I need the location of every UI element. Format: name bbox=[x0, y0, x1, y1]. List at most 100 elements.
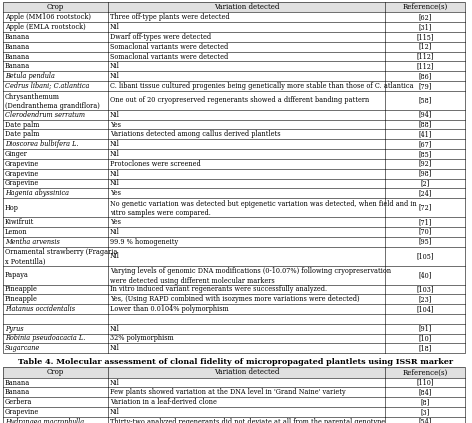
Text: [58]: [58] bbox=[418, 96, 432, 104]
Text: Thirty-two analyzed regenerants did not deviate at all from the parental genotyp: Thirty-two analyzed regenerants did not … bbox=[110, 418, 387, 423]
Text: [62]: [62] bbox=[418, 14, 432, 22]
Text: Crop: Crop bbox=[47, 368, 64, 376]
Text: Papaya: Papaya bbox=[5, 271, 29, 279]
Text: [105]: [105] bbox=[416, 252, 434, 260]
Text: Nil: Nil bbox=[110, 179, 120, 187]
Text: Protoclones were screened: Protoclones were screened bbox=[110, 160, 201, 168]
Text: Sugarcane: Sugarcane bbox=[5, 344, 40, 352]
Text: Variation in a leaf-derived clone: Variation in a leaf-derived clone bbox=[110, 398, 217, 406]
Text: Gerbera: Gerbera bbox=[5, 398, 33, 406]
Text: Nil: Nil bbox=[110, 170, 120, 178]
Text: Nil: Nil bbox=[110, 72, 120, 80]
Text: Pineapple: Pineapple bbox=[5, 295, 38, 303]
Text: [72]: [72] bbox=[418, 203, 432, 212]
Text: Nil: Nil bbox=[110, 23, 120, 31]
Text: [23]: [23] bbox=[418, 295, 432, 303]
Text: Chrysanthemum: Chrysanthemum bbox=[5, 93, 60, 101]
Text: (Dendranthema grandiflora): (Dendranthema grandiflora) bbox=[5, 102, 100, 110]
Text: Nil: Nil bbox=[110, 252, 120, 260]
Text: Kiwifruit: Kiwifruit bbox=[5, 218, 34, 226]
Text: Hagenia abyssinica: Hagenia abyssinica bbox=[5, 189, 69, 197]
Text: Banana: Banana bbox=[5, 33, 30, 41]
Text: Banana: Banana bbox=[5, 52, 30, 60]
Text: Pineapple: Pineapple bbox=[5, 286, 38, 294]
Text: [112]: [112] bbox=[416, 63, 434, 70]
Text: [84]: [84] bbox=[418, 388, 432, 396]
Bar bbox=[3, 367, 465, 423]
Text: Nil: Nil bbox=[110, 150, 120, 158]
Text: Nil: Nil bbox=[110, 344, 120, 352]
Text: [79]: [79] bbox=[418, 82, 432, 90]
Text: x Potentilla): x Potentilla) bbox=[5, 258, 45, 266]
Text: [85]: [85] bbox=[418, 150, 432, 158]
Text: [112]: [112] bbox=[416, 52, 434, 60]
Text: Variation detected: Variation detected bbox=[214, 3, 279, 11]
Text: Table 4. Molecular assessment of clonal fidelity of micropropagated plantlets us: Table 4. Molecular assessment of clonal … bbox=[18, 358, 454, 366]
Text: [86]: [86] bbox=[418, 72, 432, 80]
Text: Banana: Banana bbox=[5, 388, 30, 396]
Text: Three off-type plants were detected: Three off-type plants were detected bbox=[110, 14, 229, 22]
Text: Variations detected among callus derived plantlets: Variations detected among callus derived… bbox=[110, 130, 281, 138]
Text: 32% polymorphism: 32% polymorphism bbox=[110, 335, 174, 342]
Text: Nil: Nil bbox=[110, 324, 120, 332]
Text: [24]: [24] bbox=[418, 189, 432, 197]
Text: Banana: Banana bbox=[5, 63, 30, 70]
Text: Grapevine: Grapevine bbox=[5, 408, 39, 416]
Text: No genetic variation was detected but epigenetic variation was detected, when fi: No genetic variation was detected but ep… bbox=[110, 200, 417, 208]
Text: Yes, (Using RAPD combined with isozymes more variations were detected): Yes, (Using RAPD combined with isozymes … bbox=[110, 295, 360, 303]
Text: Lower than 0.0104% polymorphism: Lower than 0.0104% polymorphism bbox=[110, 305, 229, 313]
Text: [98]: [98] bbox=[418, 170, 432, 178]
Bar bbox=[3, 2, 465, 353]
Text: [8]: [8] bbox=[421, 398, 430, 406]
Text: [88]: [88] bbox=[418, 121, 432, 129]
Text: [110]: [110] bbox=[416, 379, 434, 387]
Text: [71]: [71] bbox=[418, 218, 432, 226]
Text: Hop: Hop bbox=[5, 203, 19, 212]
Text: In vitro induced variant regenerants were successfully analyzed.: In vitro induced variant regenerants wer… bbox=[110, 286, 327, 294]
Text: Yes: Yes bbox=[110, 189, 121, 197]
Text: Platanus occidentalis: Platanus occidentalis bbox=[5, 305, 75, 313]
Text: [95]: [95] bbox=[418, 238, 432, 246]
Text: 99.9 % homogeneity: 99.9 % homogeneity bbox=[110, 238, 178, 246]
Text: Dioscorea bulbifera L.: Dioscorea bulbifera L. bbox=[5, 140, 79, 148]
Text: Nil: Nil bbox=[110, 379, 120, 387]
Text: [54]: [54] bbox=[418, 418, 432, 423]
Text: Yes: Yes bbox=[110, 218, 121, 226]
Text: Variation detected: Variation detected bbox=[214, 368, 279, 376]
Text: Somaclonal variants were detected: Somaclonal variants were detected bbox=[110, 52, 228, 60]
Text: Ornamental strawberry (Fragaria: Ornamental strawberry (Fragaria bbox=[5, 248, 118, 256]
Text: Yes: Yes bbox=[110, 121, 121, 129]
Text: Somaclonal variants were detected: Somaclonal variants were detected bbox=[110, 43, 228, 51]
Text: Few plants showed variation at the DNA level in 'Grand Naine' variety: Few plants showed variation at the DNA l… bbox=[110, 388, 346, 396]
Text: [70]: [70] bbox=[418, 228, 432, 236]
Text: [31]: [31] bbox=[418, 23, 432, 31]
Text: vitro samples were compared.: vitro samples were compared. bbox=[110, 209, 211, 217]
Text: [10]: [10] bbox=[418, 335, 432, 342]
Text: Banana: Banana bbox=[5, 379, 30, 387]
Text: C. libani tissue cultured progenies being genetically more stable than those of : C. libani tissue cultured progenies bein… bbox=[110, 82, 413, 90]
Text: [41]: [41] bbox=[418, 130, 432, 138]
Text: [18]: [18] bbox=[418, 344, 432, 352]
Text: Nil: Nil bbox=[110, 111, 120, 119]
Text: Banana: Banana bbox=[5, 43, 30, 51]
Text: Lemon: Lemon bbox=[5, 228, 28, 236]
Text: Nil: Nil bbox=[110, 228, 120, 236]
Text: Varying levels of genomic DNA modifications (0-10.07%) following cryopreservatio: Varying levels of genomic DNA modificati… bbox=[110, 267, 391, 275]
Text: [40]: [40] bbox=[418, 271, 432, 279]
Text: Pyrus: Pyrus bbox=[5, 324, 24, 332]
Bar bbox=[3, 367, 465, 378]
Text: Apple (EMLA rootstock): Apple (EMLA rootstock) bbox=[5, 23, 86, 31]
Text: Dwarf off-types were detected: Dwarf off-types were detected bbox=[110, 33, 211, 41]
Text: Grapevine: Grapevine bbox=[5, 179, 39, 187]
Text: One out of 20 cryopreserved regenerants showed a different banding pattern: One out of 20 cryopreserved regenerants … bbox=[110, 96, 369, 104]
Text: Reference(s): Reference(s) bbox=[402, 3, 447, 11]
Text: [12]: [12] bbox=[418, 43, 432, 51]
Text: Mentha arvensis: Mentha arvensis bbox=[5, 238, 60, 246]
Text: were detected using different molecular markers: were detected using different molecular … bbox=[110, 277, 275, 285]
Text: [91]: [91] bbox=[418, 324, 432, 332]
Text: Date palm: Date palm bbox=[5, 121, 39, 129]
Bar bbox=[3, 2, 465, 13]
Text: Grapevine: Grapevine bbox=[5, 170, 39, 178]
Text: Nil: Nil bbox=[110, 140, 120, 148]
Text: [3]: [3] bbox=[421, 408, 430, 416]
